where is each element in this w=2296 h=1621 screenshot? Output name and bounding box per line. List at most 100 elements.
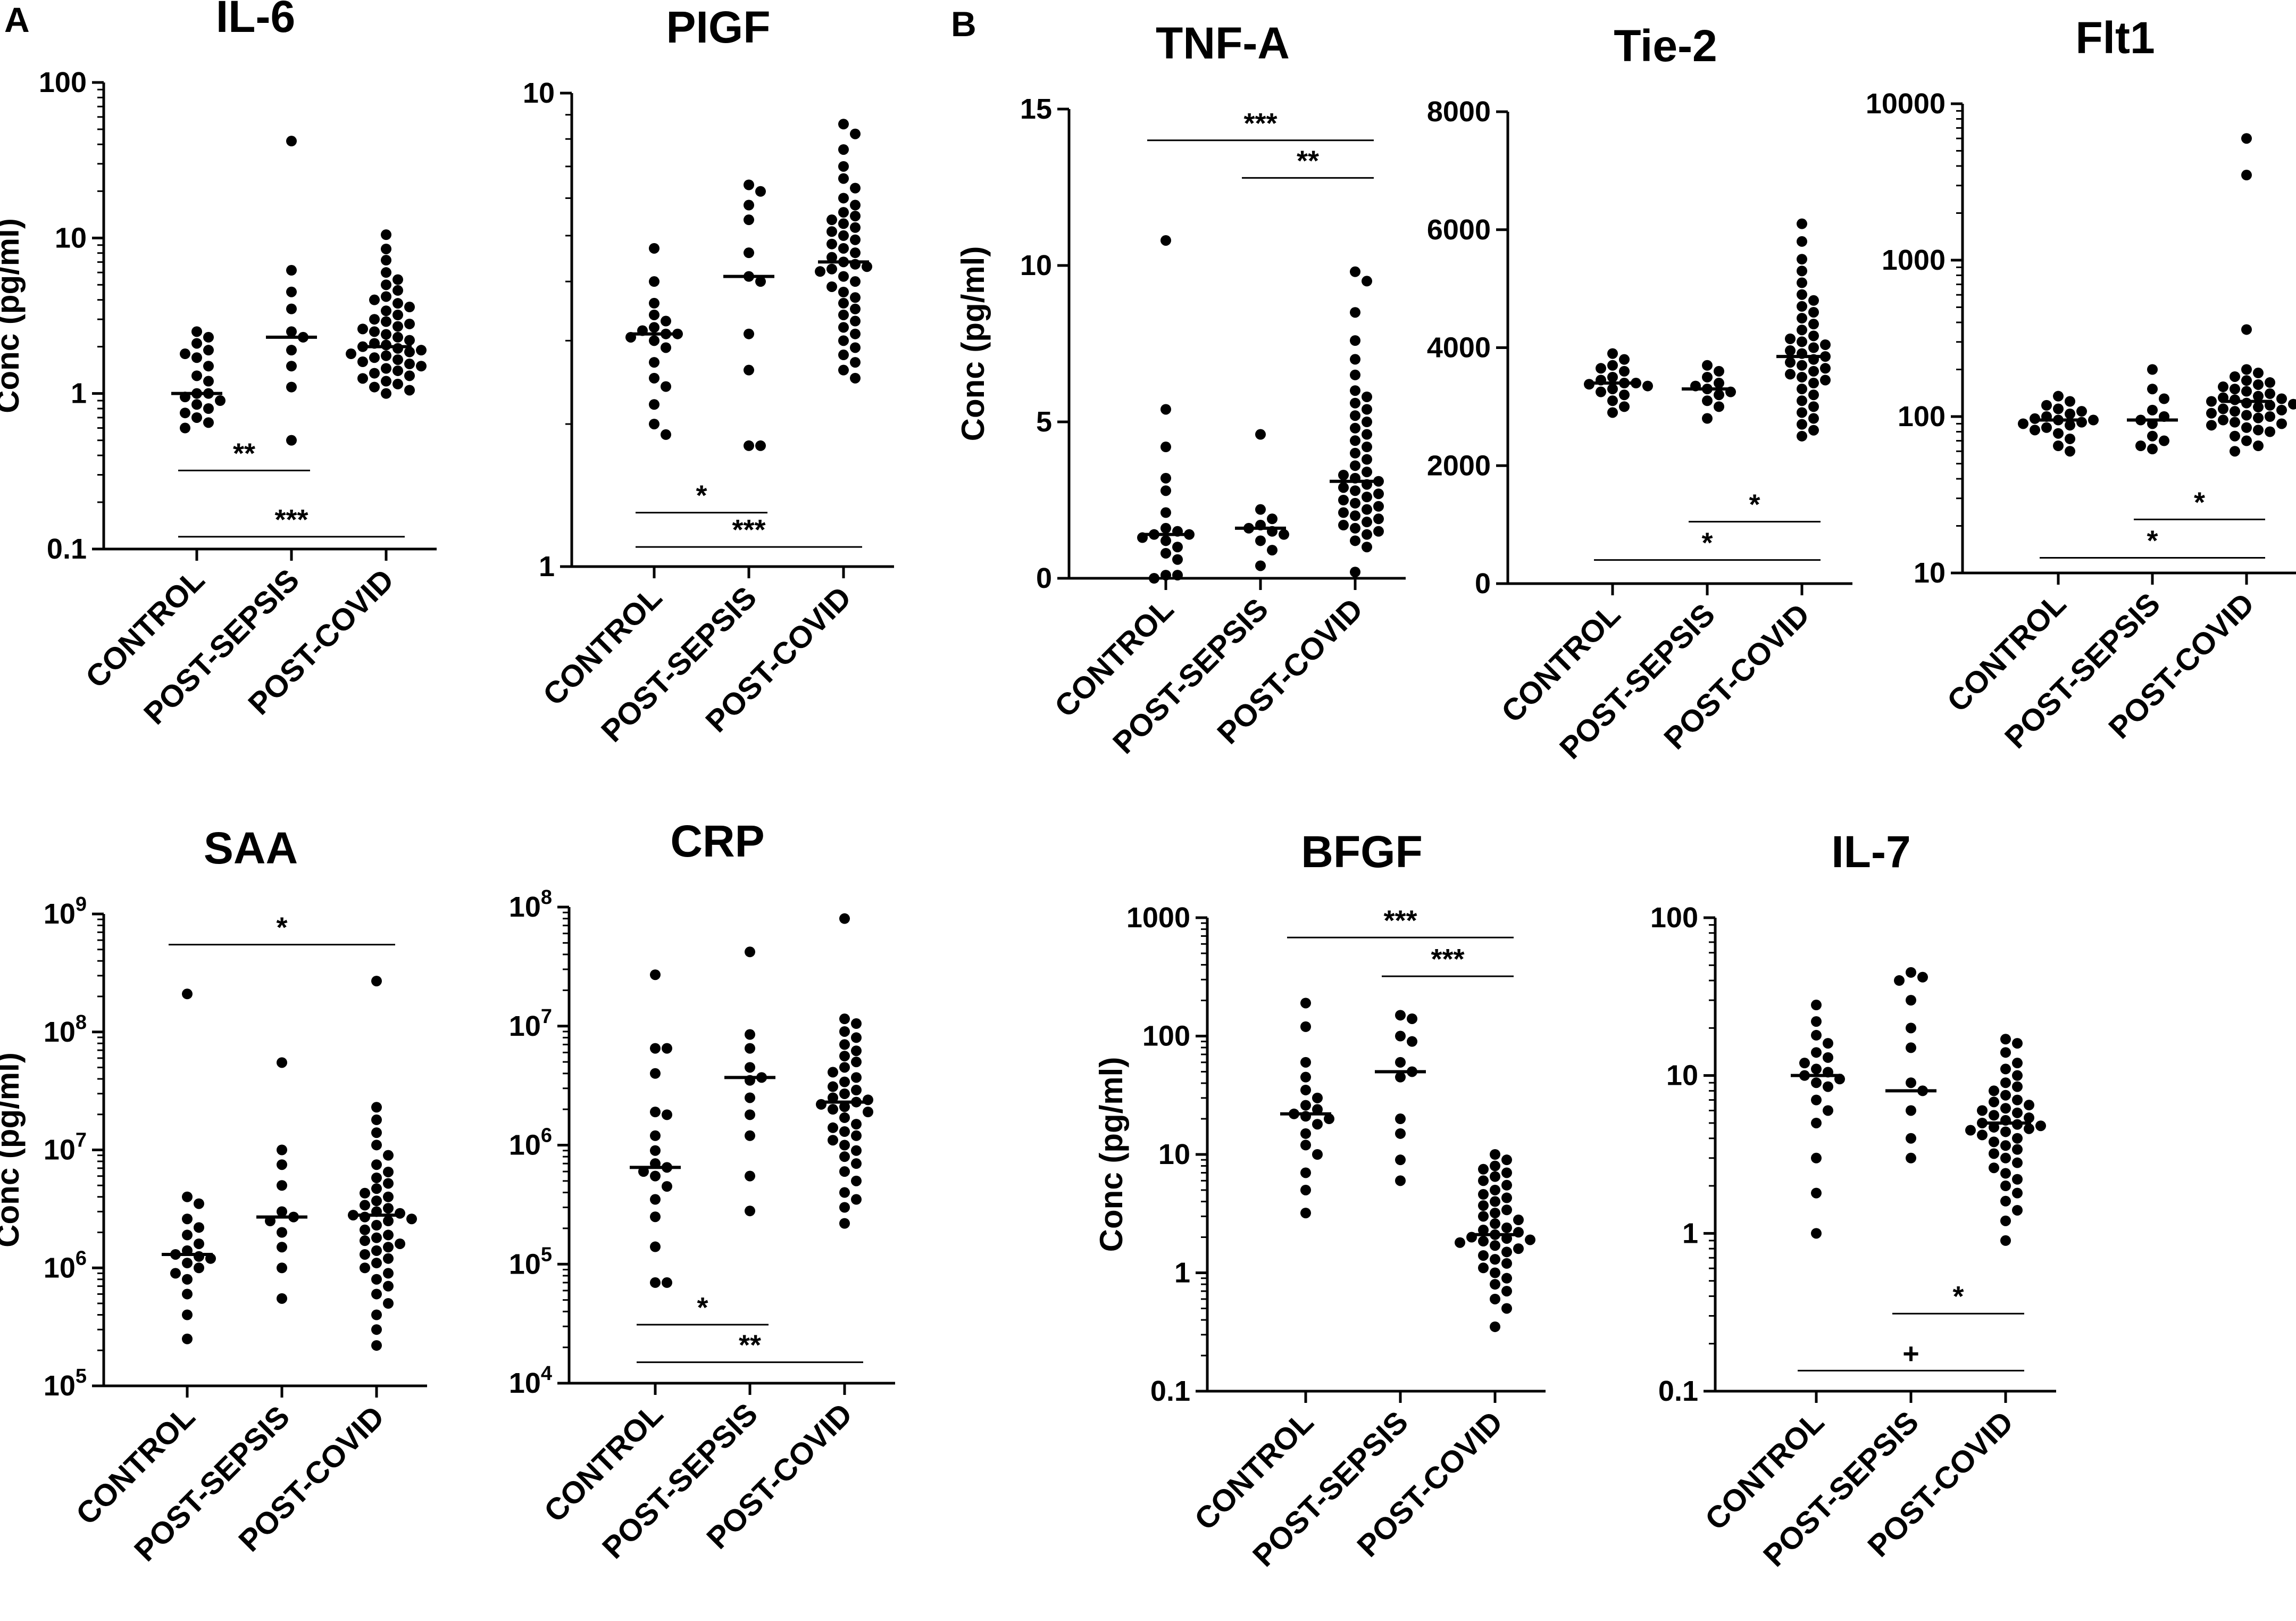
flt1-data-point	[2218, 414, 2228, 426]
bfgf-data-point	[1300, 1167, 1311, 1178]
crp-data-point	[745, 1130, 755, 1141]
saa-ytick-label: 107	[44, 1129, 87, 1166]
il7-data-point	[1799, 1058, 1810, 1069]
flt1-data-point	[2065, 408, 2075, 419]
saa-data-point	[371, 1220, 382, 1231]
plgf-data-point	[649, 399, 659, 410]
tnfa-data-point	[1350, 354, 1360, 365]
crp-ytick-label: 108	[509, 886, 552, 923]
saa-data-point	[383, 1203, 394, 1214]
tie2-data-point	[1607, 371, 1618, 383]
il7-ytick-label: 100	[1650, 902, 1698, 934]
tie2-data-point	[1785, 333, 1796, 344]
il6-data-point	[393, 343, 403, 354]
flt1-data-point	[2253, 412, 2264, 423]
il7-data-point	[1823, 1105, 1833, 1116]
crp-data-point	[745, 1170, 755, 1182]
tnfa-data-point	[1373, 488, 1384, 500]
il6-data-point	[369, 352, 380, 363]
il7-series-post-sepsis	[1894, 967, 1928, 1163]
saa-ytick-label: 106	[44, 1247, 87, 1284]
plgf-data-point	[850, 222, 861, 233]
tnfa-data-point	[1362, 467, 1372, 478]
il6-data-point	[203, 331, 214, 343]
tnfa-data-point	[1350, 460, 1360, 471]
plgf-series-post-sepsis	[744, 179, 766, 451]
il6-data-point	[404, 370, 415, 381]
saa-significance-label: *	[276, 912, 287, 944]
saa-data-point	[371, 1114, 382, 1125]
saa-data-point	[383, 1191, 394, 1202]
bfgf-data-point	[1478, 1200, 1489, 1211]
flt1-data-point	[2241, 397, 2252, 409]
il7-data-point	[2000, 1077, 2011, 1088]
plgf-data-point	[850, 315, 861, 327]
saa-data-point	[383, 1216, 394, 1227]
il6-data-point	[203, 417, 214, 428]
il7-data-point	[1906, 1077, 1916, 1088]
il6-data-point	[381, 291, 391, 302]
il7-data-point	[2000, 1168, 2011, 1179]
bfgf-data-point	[1300, 1100, 1311, 1111]
crp-data-point	[851, 1072, 862, 1083]
bfgf-data-point	[1300, 1057, 1311, 1068]
flt1-chart: Flt110100100010000CONTROLPOST-SEPSISPOST…	[1866, 13, 2296, 755]
crp-data-point	[745, 1029, 755, 1040]
bfgf-data-point	[1501, 1285, 1512, 1296]
tnfa-data-point	[1160, 472, 1171, 484]
flt1-data-point	[2159, 435, 2169, 446]
crp-data-point	[828, 1067, 838, 1078]
bfgf-data-point	[1395, 1128, 1406, 1139]
saa-data-point	[170, 1268, 181, 1279]
il6-data-point	[416, 361, 427, 372]
tie2-data-point	[1619, 389, 1630, 401]
flt1-data-point	[2241, 324, 2252, 335]
tnfa-data-point	[1160, 547, 1171, 559]
tnfa-data-point	[1350, 485, 1360, 496]
il6-data-point	[369, 294, 380, 305]
saa-data-point	[371, 1289, 382, 1300]
bfgf-data-point	[1312, 1119, 1323, 1130]
tnfa-ytick-label: 10	[1020, 250, 1052, 281]
plgf-data-point	[850, 247, 861, 259]
saa-data-point	[360, 1249, 370, 1260]
crp-data-point	[650, 1194, 661, 1205]
plgf-data-point	[755, 276, 766, 287]
flt1-data-point	[2206, 420, 2217, 431]
tie2-data-point	[1797, 336, 1807, 347]
tnfa-data-point	[1362, 429, 1372, 440]
tnfa-data-point	[1160, 507, 1171, 518]
saa-data-point	[371, 1232, 382, 1243]
tnfa-data-point	[1338, 482, 1349, 493]
plgf-data-point	[838, 350, 849, 361]
tnfa-data-point	[1350, 385, 1360, 396]
tnfa-data-point	[1350, 535, 1360, 546]
saa-data-point	[383, 1281, 394, 1292]
tie2-data-point	[1808, 330, 1819, 342]
il6-data-point	[357, 356, 368, 367]
il7-data-point	[2000, 1034, 2011, 1045]
flt1-data-point	[2265, 411, 2275, 422]
il7-data-point	[1906, 967, 1916, 978]
bfgf-data-point	[1395, 1113, 1406, 1125]
il6-data-point	[381, 363, 391, 374]
crp-ytick-label: 107	[509, 1005, 552, 1042]
crp-data-point	[745, 1206, 755, 1217]
tie2-data-point	[1797, 277, 1807, 288]
il7-data-point	[1894, 975, 1905, 986]
tie2-data-point	[1808, 425, 1819, 436]
flt1-ytick-label: 1000	[1882, 244, 1946, 276]
tie2-data-point	[1808, 295, 1819, 306]
plgf-data-point	[850, 328, 861, 339]
bfgf-ytick-label: 1	[1174, 1257, 1190, 1289]
plgf-data-point	[862, 261, 872, 272]
bfgf-data-point	[1300, 1021, 1311, 1032]
il7-data-point	[2012, 1174, 2023, 1185]
tnfa-significance-label: **	[1297, 145, 1319, 177]
plgf-data-point	[649, 357, 659, 368]
saa-data-point	[194, 1251, 204, 1262]
il6-ytick-label: 0.1	[47, 533, 87, 565]
il7-series-control	[1799, 1000, 1845, 1239]
tnfa-data-point	[1362, 504, 1372, 515]
plgf-data-point	[649, 276, 659, 287]
